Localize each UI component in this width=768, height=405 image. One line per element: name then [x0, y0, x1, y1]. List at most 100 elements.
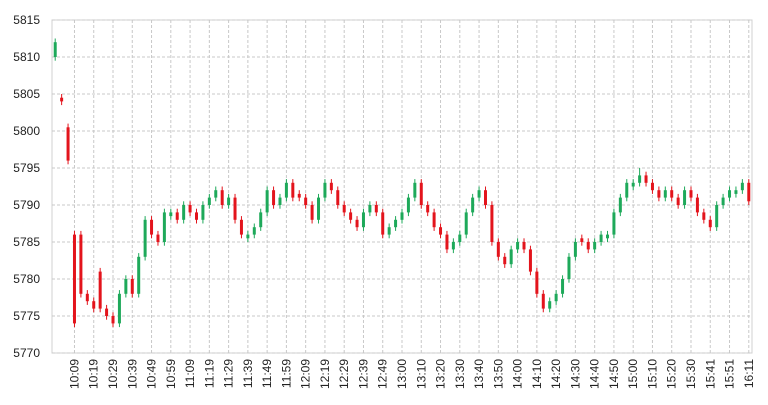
candle-body [503, 256, 507, 265]
x-tick-label: 15:00 [626, 359, 640, 389]
candle-body [638, 175, 642, 183]
candle-body [182, 205, 186, 220]
x-tick-label: 13:20 [434, 359, 448, 389]
x-tick-label: 14:10 [530, 359, 544, 389]
x-tick-label: 14:00 [511, 359, 525, 389]
candle-body [426, 205, 430, 213]
candle-body [323, 182, 327, 198]
candle-body [329, 182, 333, 191]
candle-body [683, 190, 687, 205]
x-tick-label: 11:29 [222, 359, 236, 388]
candle-body [419, 182, 423, 205]
candle-body [445, 234, 449, 250]
candle-body [239, 219, 243, 235]
x-tick-label: 13:30 [453, 359, 467, 389]
candle-body [169, 212, 173, 217]
candle-body [663, 190, 667, 198]
candle-body [162, 212, 166, 242]
candle-body [342, 205, 346, 213]
candle-body [561, 279, 565, 294]
x-tick-label: 13:00 [395, 359, 409, 389]
candle-body [734, 190, 738, 194]
candle-body [394, 219, 398, 228]
candle-body [124, 279, 128, 294]
candle-body [297, 193, 301, 198]
candle-body [618, 197, 622, 213]
y-tick-label: 5810 [13, 50, 40, 64]
candle-body [573, 242, 577, 257]
candle-body [374, 205, 378, 213]
candle-body [451, 242, 455, 250]
candle-body [137, 256, 141, 294]
candle-body [483, 190, 487, 205]
candle-body [349, 212, 353, 220]
candle-body [400, 212, 404, 220]
candle-body [85, 293, 89, 302]
candle-body [606, 234, 610, 239]
candle-body [670, 190, 674, 198]
candle-body [130, 279, 134, 294]
x-tick-label: 14:50 [607, 359, 621, 389]
candle-body [721, 197, 725, 205]
candle-body [336, 190, 340, 205]
candle-body [702, 212, 706, 220]
candle-body [53, 42, 57, 57]
candle-body [233, 197, 237, 220]
candle-body [361, 212, 365, 228]
candle-body [246, 234, 250, 239]
candle-body [355, 219, 359, 228]
candle-body [413, 182, 417, 198]
x-tick-label: 13:50 [491, 359, 505, 389]
candle-body [79, 234, 83, 294]
x-tick-label: 10:09 [67, 359, 81, 389]
candle-body [708, 219, 712, 228]
candle-body [201, 205, 205, 220]
candle-body [728, 190, 732, 198]
candle-body [439, 227, 443, 235]
candle-body [259, 212, 263, 228]
x-tick-label: 14:40 [588, 359, 602, 389]
candle-body [548, 301, 552, 309]
candle-body [586, 242, 590, 250]
candle-body [599, 234, 603, 242]
candle-body [625, 182, 629, 198]
y-tick-label: 5775 [13, 309, 40, 323]
candle-body [554, 293, 558, 302]
candle-body [143, 219, 147, 257]
candle-body [156, 234, 160, 242]
x-tick-label: 10:29 [106, 359, 120, 389]
candle-body [150, 219, 154, 235]
y-tick-label: 5790 [13, 198, 40, 212]
x-tick-label: 13:40 [472, 359, 486, 389]
candle-body [368, 205, 372, 213]
candle-body [220, 190, 224, 205]
candle-body [194, 212, 198, 220]
x-tick-label: 15:10 [645, 359, 659, 389]
candle-body [496, 242, 500, 257]
candle-body [631, 182, 635, 187]
x-tick-label: 10:59 [164, 359, 178, 389]
x-tick-label: 12:09 [299, 359, 313, 389]
candle-body [111, 316, 115, 324]
candle-body [567, 256, 571, 279]
candle-body [291, 182, 295, 198]
candle-body [72, 234, 76, 324]
x-tick-label: 10:19 [87, 359, 101, 389]
candle-body [117, 293, 121, 324]
candle-body [175, 212, 179, 220]
candle-body [689, 190, 693, 198]
candle-body [98, 271, 102, 309]
candle-body [509, 249, 513, 265]
candle-body [252, 227, 256, 235]
candle-body [60, 97, 64, 102]
x-tick-label: 16:11 [742, 359, 756, 388]
candle-body [265, 190, 269, 213]
x-tick-label: 11:39 [241, 359, 255, 388]
x-tick-label: 14:20 [549, 359, 563, 389]
candle-body [105, 308, 109, 316]
x-tick-label: 15:20 [665, 359, 679, 389]
candle-body [695, 197, 699, 213]
candle-body [317, 197, 321, 220]
candle-body [387, 227, 391, 235]
